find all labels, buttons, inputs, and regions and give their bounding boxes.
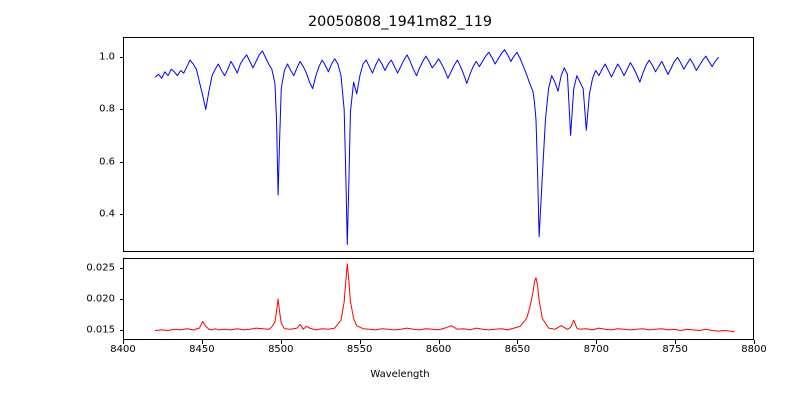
x-tick-mark xyxy=(596,340,598,344)
spectrum-line-series xyxy=(124,38,753,251)
error-plot-area xyxy=(123,258,754,340)
x-tick-label: 8450 xyxy=(189,344,215,355)
x-tick-label: 8800 xyxy=(741,344,767,355)
x-tick-label: 8650 xyxy=(504,344,531,355)
x-tick-label: 8500 xyxy=(268,344,294,355)
error-axis-label: Error xyxy=(0,225,1,285)
x-tick-mark xyxy=(201,340,203,344)
spectrum-axis-label: Spectrum xyxy=(0,24,1,144)
y-tick-mark xyxy=(119,267,123,269)
y-tick-mark xyxy=(119,109,123,111)
y-tick-mark xyxy=(119,161,123,163)
wavelength-axis-label: Wavelength xyxy=(370,369,430,380)
y-tick-label: 0.020 xyxy=(86,293,115,305)
x-tick-mark xyxy=(675,340,677,344)
x-tick-label: 8600 xyxy=(425,344,452,355)
x-tick-mark xyxy=(123,340,124,344)
y-tick-mark xyxy=(119,56,123,58)
x-tick-mark xyxy=(359,340,361,344)
y-tick-mark xyxy=(119,214,123,215)
y-tick-label: 0.8 xyxy=(99,103,115,115)
spectrum-plot-area xyxy=(123,37,754,252)
y-tick-label: 0.025 xyxy=(86,262,115,274)
y-tick-label: 0.015 xyxy=(86,324,115,336)
page-title: 20050808_1941m82_119 xyxy=(307,14,493,30)
y-tick-mark xyxy=(119,299,123,300)
y-tick-label: 0.4 xyxy=(99,208,115,220)
error-line-series xyxy=(124,259,753,339)
x-tick-label: 8400 xyxy=(110,344,136,355)
y-tick-mark xyxy=(119,330,123,332)
x-tick-mark xyxy=(280,340,282,344)
x-tick-mark xyxy=(517,340,519,344)
x-tick-label: 8700 xyxy=(583,344,610,355)
x-tick-label: 8750 xyxy=(662,344,688,355)
y-tick-label: 0.6 xyxy=(99,156,115,167)
y-tick-label: 1.0 xyxy=(99,51,115,63)
x-tick-mark xyxy=(754,340,755,344)
x-tick-label: 8550 xyxy=(346,344,373,355)
x-tick-mark xyxy=(438,340,440,344)
